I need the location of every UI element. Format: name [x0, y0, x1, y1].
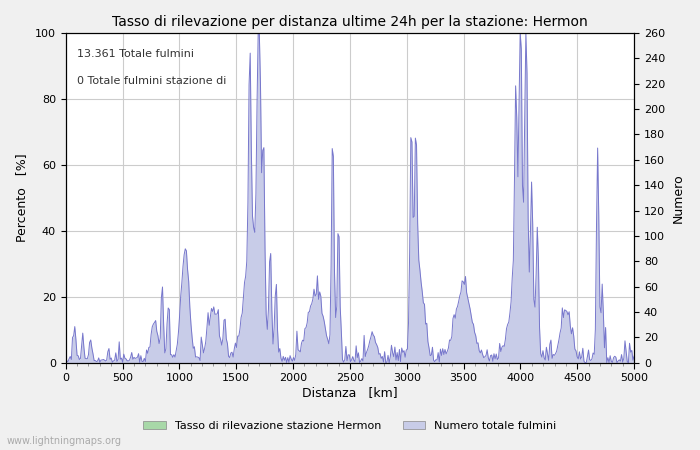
- Text: 0 Totale fulmini stazione di: 0 Totale fulmini stazione di: [77, 76, 226, 86]
- Text: www.lightningmaps.org: www.lightningmaps.org: [7, 436, 122, 446]
- Y-axis label: Numero: Numero: [672, 173, 685, 223]
- Legend: Tasso di rilevazione stazione Hermon, Numero totale fulmini: Tasso di rilevazione stazione Hermon, Nu…: [139, 417, 561, 436]
- Y-axis label: Percento   [%]: Percento [%]: [15, 153, 28, 242]
- Text: 13.361 Totale fulmini: 13.361 Totale fulmini: [77, 50, 194, 59]
- X-axis label: Distanza   [km]: Distanza [km]: [302, 386, 398, 399]
- Title: Tasso di rilevazione per distanza ultime 24h per la stazione: Hermon: Tasso di rilevazione per distanza ultime…: [112, 15, 588, 29]
